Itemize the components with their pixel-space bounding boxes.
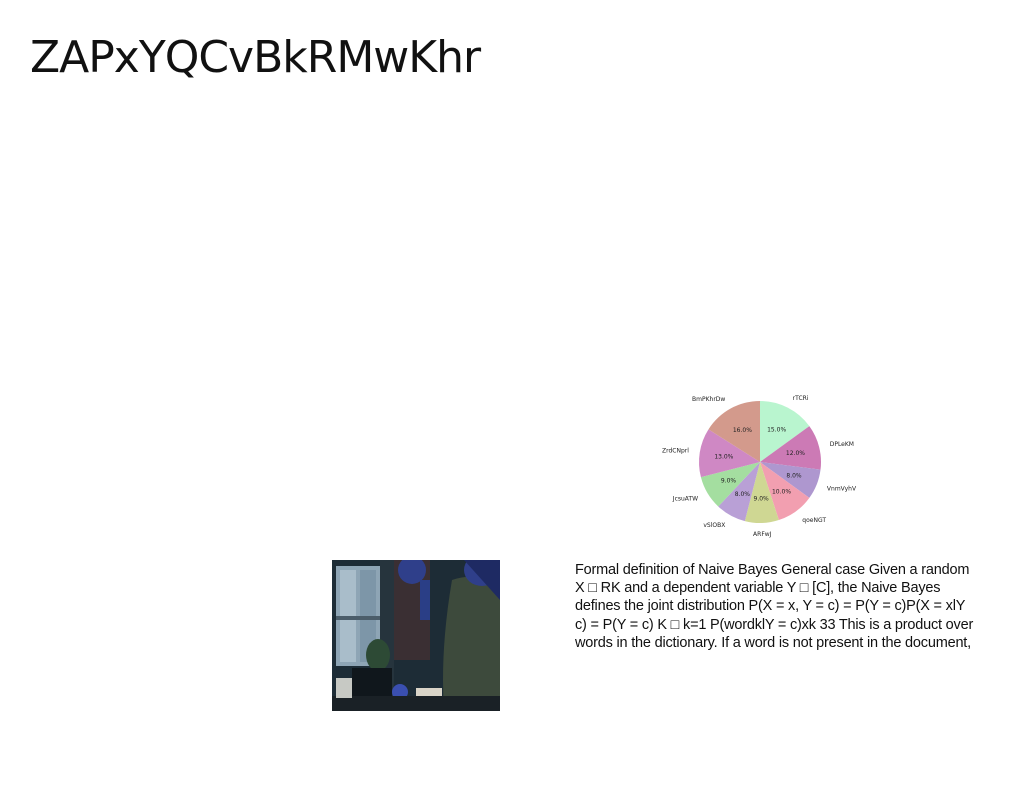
body-text-line: Formal definition of Naive Bayes General… — [575, 562, 970, 578]
pie-category-label: BmPKhrDw — [692, 396, 725, 403]
pie-chart-svg: 15.0% rTCRi 12.0% DPLeKM 8.0% VnmVyhV 10.0% qoe… — [662, 395, 857, 538]
pie-pct-label: 9.0% — [721, 478, 737, 485]
photo-coat — [443, 576, 500, 711]
pie-slice-qoeNGT — [760, 462, 810, 521]
body-text-line: defines the joint distribution P(X = x, … — [575, 598, 966, 615]
pie-slice-JcsuATW — [700, 462, 760, 507]
pie-pct-label: 15.0% — [767, 426, 786, 433]
photo-desk — [332, 696, 500, 711]
pie-pct-label: 16.0% — [733, 427, 752, 434]
pie-category-label: vSlOBX — [703, 522, 725, 529]
body-paragraph: Formal definition of Naive Bayes General… — [575, 561, 1024, 652]
pie-slice-VnmVyhV — [760, 462, 821, 498]
body-text-line: X □ RK and a dependent variable Y □ [C],… — [575, 580, 941, 597]
photo-plant — [366, 639, 390, 671]
pie-pct-label: 12.0% — [786, 450, 805, 457]
pie-slice-rTCRi — [760, 401, 810, 462]
pie-slice-ARFwJ — [744, 462, 779, 523]
body-text-line: words in the dictionary. If a word is no… — [575, 634, 971, 651]
page-title: ZAPxYQCvBkRMwKhr — [30, 32, 481, 83]
photo — [332, 554, 500, 711]
pie-category-label: rTCRi — [793, 395, 809, 402]
pie-category-label: ARFwJ — [753, 531, 772, 538]
pie-slice-vSlOBX — [718, 462, 760, 522]
pie-category-label: JcsuATW — [672, 496, 698, 503]
pie-category-label: VnmVyhV — [827, 485, 857, 492]
pie-pct-label: 8.0% — [786, 472, 802, 479]
pie-pct-label: 9.0% — [754, 496, 770, 503]
pie-pct-label: 10.0% — [772, 489, 791, 496]
pie-chart: 15.0% rTCRi 12.0% DPLeKM 8.0% VnmVyhV 10.0% qoe… — [655, 362, 865, 547]
pie-category-label: DPLeKM — [830, 441, 854, 448]
pie-category-label: ZrdCNprl — [662, 448, 689, 455]
pie-slice-BmPKhrDw — [708, 401, 760, 462]
pie-category-label: qoeNGT — [802, 517, 826, 524]
pie-pct-label: 8.0% — [735, 491, 751, 498]
pie-slice-DPLeKM — [760, 426, 821, 470]
pie-pct-label: 13.0% — [714, 453, 733, 460]
photo-image — [332, 554, 500, 711]
pie-slice-ZrdCNprl — [699, 429, 760, 478]
body-text-line: c) = P(Y = c) K □ k=1 P(wordklY = c)xk 3… — [575, 616, 974, 633]
